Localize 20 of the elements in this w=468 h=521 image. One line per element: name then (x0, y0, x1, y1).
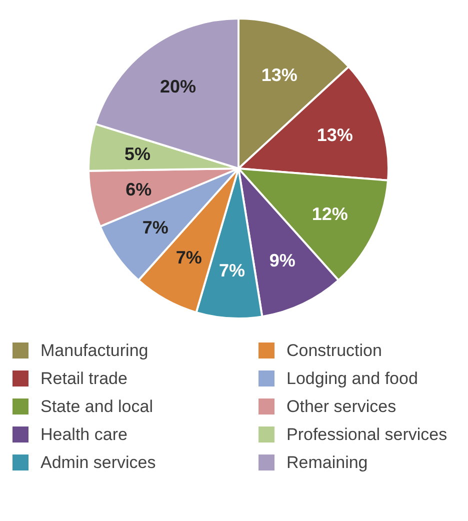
legend-label: Health care (40, 425, 128, 444)
data-label: 20% (160, 76, 196, 96)
data-label: 5% (124, 144, 151, 164)
data-label: 13% (261, 65, 298, 86)
data-label: 13% (316, 125, 353, 146)
data-label: 7% (176, 248, 202, 268)
legend-label: Lodging and food (286, 369, 418, 388)
data-label: 6% (126, 179, 152, 200)
data-label: 12% (312, 204, 348, 224)
legend-label: State and local (40, 397, 153, 416)
legend-label: Construction (286, 341, 382, 360)
legend-label: Other services (286, 397, 396, 416)
data-label: 9% (269, 250, 296, 271)
data-label: 7% (142, 218, 168, 238)
data-label: 7% (219, 260, 246, 280)
legend-label: Manufacturing (40, 341, 148, 360)
legend-label: Retail trade (40, 369, 128, 388)
legend-label: Admin services (40, 453, 156, 472)
legend-label: Professional services (286, 425, 448, 444)
legend-label: Remaining (286, 453, 368, 472)
